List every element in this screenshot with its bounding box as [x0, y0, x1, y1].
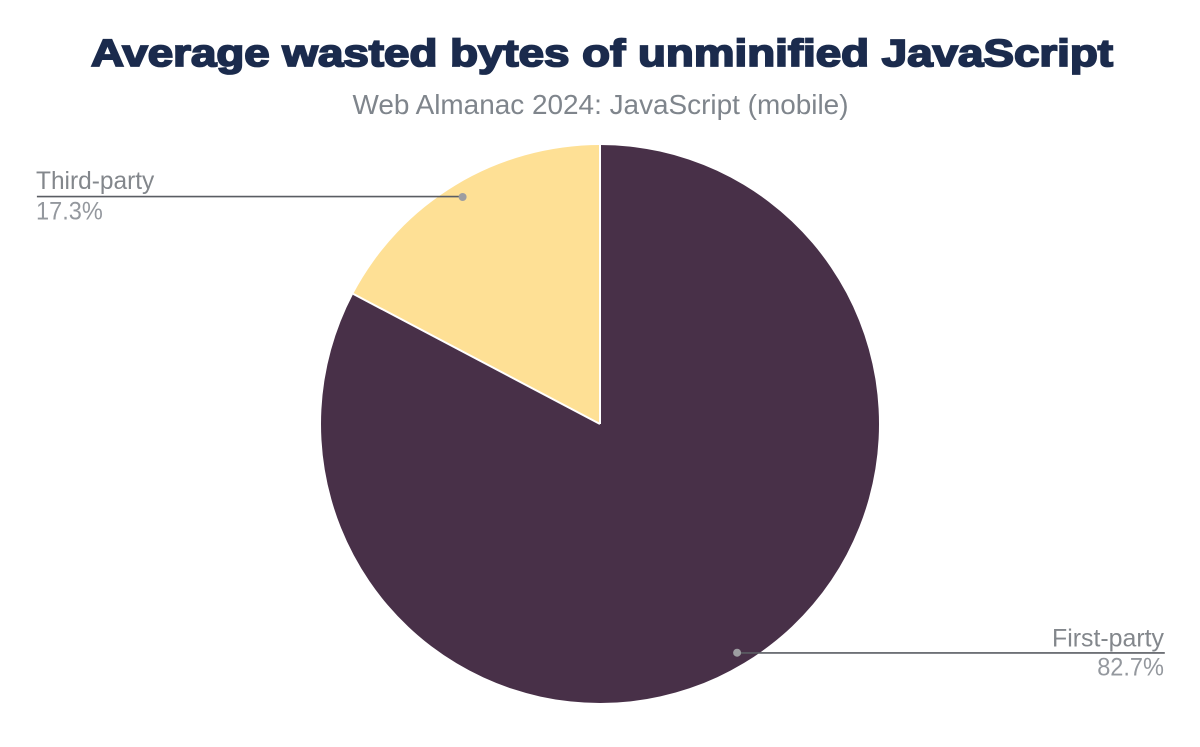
svg-text:Web Almanac 2024: JavaScript (: Web Almanac 2024: JavaScript (mobile)	[353, 89, 849, 120]
svg-text:17.3%: 17.3%	[36, 197, 103, 225]
svg-text:Average wasted bytes of unmini: Average wasted bytes of unminified JavaS…	[91, 33, 1113, 75]
svg-text:Third-party: Third-party	[36, 167, 155, 195]
svg-text:82.7%: 82.7%	[1097, 653, 1164, 681]
svg-text:First-party: First-party	[1052, 624, 1164, 652]
